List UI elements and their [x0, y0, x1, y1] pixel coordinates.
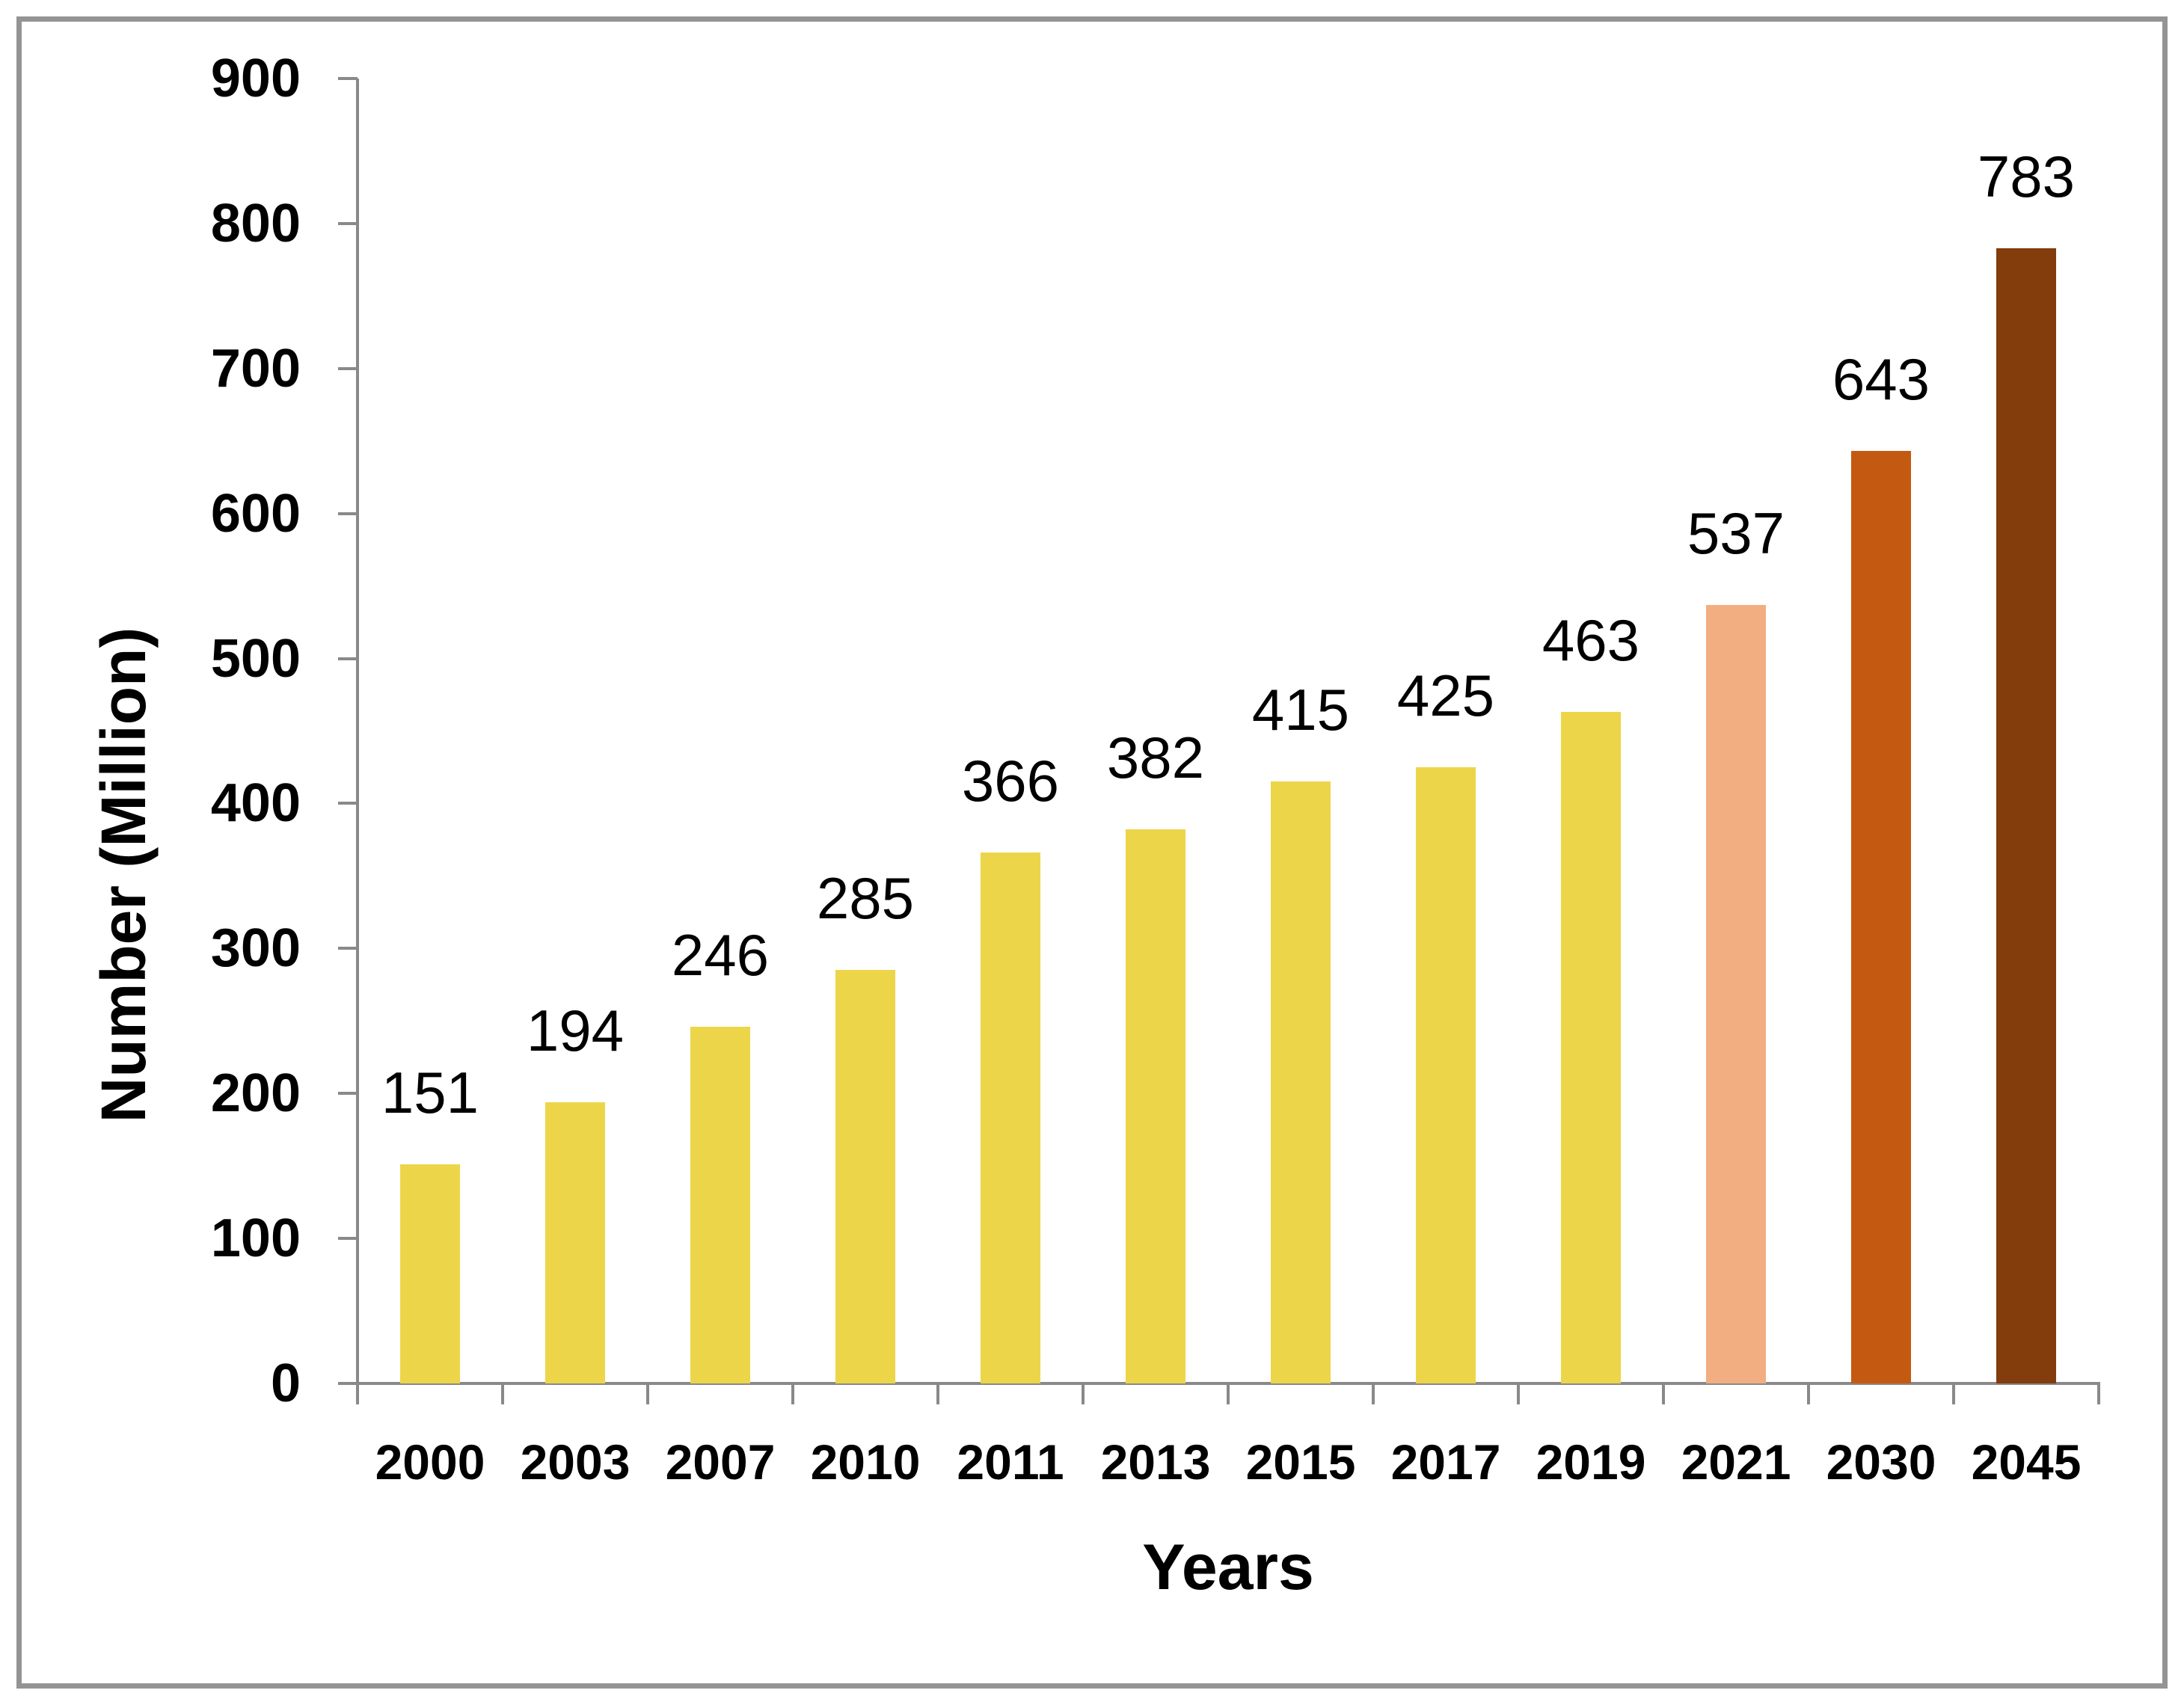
category-label: 2000 — [375, 1434, 485, 1490]
x-tick — [501, 1382, 504, 1404]
x-tick — [1517, 1382, 1520, 1404]
bar-value-label: 643 — [1832, 346, 1930, 413]
bar-value-label: 366 — [961, 748, 1060, 814]
bar-value-label: 194 — [526, 997, 625, 1063]
y-tick-label: 100 — [210, 1208, 301, 1269]
x-tick — [791, 1382, 794, 1404]
bar-value-label: 463 — [1542, 607, 1640, 674]
category-label: 2007 — [665, 1434, 776, 1490]
x-tick — [2097, 1382, 2100, 1404]
category-label: 2019 — [1536, 1434, 1646, 1490]
y-axis-title: Number (Million) — [88, 627, 159, 1123]
x-axis-title: Years — [1142, 1532, 1314, 1603]
x-tick — [1082, 1382, 1085, 1404]
y-axis-line — [356, 79, 359, 1404]
bar-2007 — [690, 1027, 750, 1383]
y-tick-label: 700 — [210, 338, 301, 399]
bar-2003 — [545, 1102, 605, 1383]
y-tick-label: 300 — [210, 918, 301, 979]
bar-value-label: 151 — [381, 1060, 479, 1126]
category-label: 2015 — [1245, 1434, 1356, 1490]
y-tick — [338, 77, 358, 80]
bar-value-label: 246 — [671, 922, 770, 989]
category-label: 2045 — [1971, 1434, 2082, 1490]
bar-2015 — [1271, 781, 1331, 1383]
x-tick — [1952, 1382, 1955, 1404]
bar-2011 — [981, 852, 1040, 1383]
x-tick — [936, 1382, 939, 1404]
bar-2019 — [1561, 712, 1621, 1383]
bar-2000 — [400, 1164, 460, 1383]
y-tick — [338, 802, 358, 805]
bar-2013 — [1126, 829, 1185, 1383]
bar-2030 — [1851, 451, 1911, 1383]
y-tick — [338, 1382, 358, 1385]
category-label: 2003 — [520, 1434, 631, 1490]
bar-value-label: 382 — [1106, 725, 1205, 791]
y-tick-label: 800 — [210, 193, 301, 254]
y-tick — [338, 657, 358, 660]
x-axis-line — [338, 1382, 2099, 1385]
bar-value-label: 537 — [1687, 500, 1785, 566]
category-label: 2013 — [1100, 1434, 1211, 1490]
bar-value-label: 285 — [816, 865, 915, 932]
y-tick — [338, 512, 358, 515]
bar-2045 — [1996, 248, 2056, 1383]
x-tick — [1807, 1382, 1810, 1404]
y-tick — [338, 221, 358, 225]
category-label: 2010 — [810, 1434, 921, 1490]
category-label: 2011 — [957, 1434, 1064, 1490]
bar-value-label: 415 — [1251, 677, 1350, 743]
y-tick — [338, 947, 358, 950]
y-tick-label: 900 — [210, 49, 301, 108]
category-label: 2021 — [1681, 1434, 1791, 1490]
y-tick — [338, 1237, 358, 1241]
bar-value-label: 783 — [1977, 143, 2076, 209]
x-tick — [1227, 1382, 1230, 1404]
y-tick-label: 400 — [210, 773, 301, 834]
y-tick-label: 600 — [210, 483, 301, 544]
y-tick-label: 500 — [210, 628, 301, 689]
bar-value-label: 425 — [1396, 662, 1495, 728]
bar-2021 — [1706, 604, 1766, 1383]
x-tick — [646, 1382, 649, 1404]
category-label: 2017 — [1390, 1434, 1501, 1490]
bar-2010 — [835, 970, 895, 1383]
chart-border — [16, 16, 2168, 1689]
x-tick — [1372, 1382, 1375, 1404]
y-tick — [338, 366, 358, 370]
y-tick-label: 0 — [270, 1354, 301, 1413]
y-tick-label: 200 — [210, 1063, 301, 1124]
category-label: 2030 — [1826, 1434, 1936, 1490]
x-tick — [356, 1382, 359, 1404]
y-tick — [338, 1092, 358, 1096]
x-tick — [1662, 1382, 1665, 1404]
bar-2017 — [1416, 767, 1476, 1383]
